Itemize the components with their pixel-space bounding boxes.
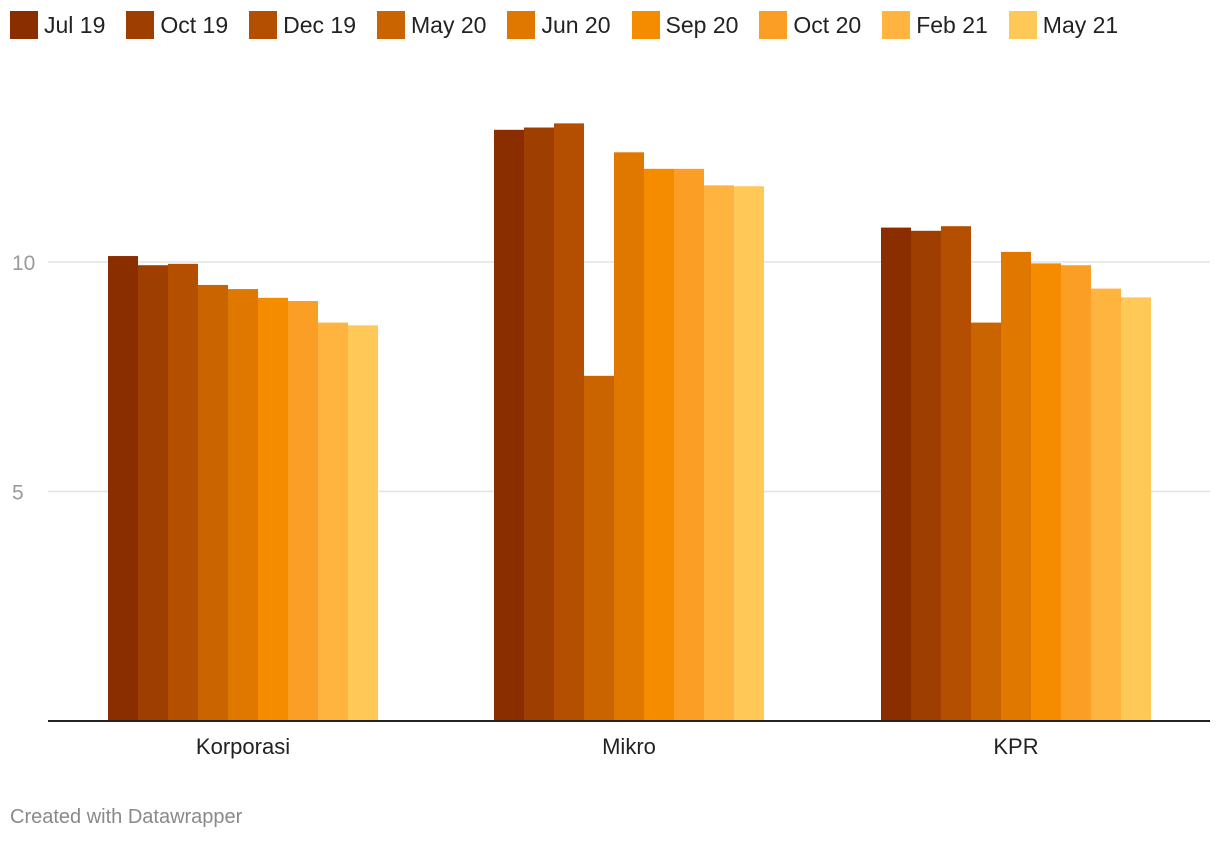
bar [1061,265,1091,721]
bar-chart: 5 10 Korporasi Mikro KPR [12,123,1210,759]
x-tick-label: KPR [993,734,1038,759]
legend-label: Sep 20 [665,12,739,38]
footer-credit: Created with Datawrapper [10,806,243,828]
bar [674,168,704,721]
bar [734,186,764,721]
x-tick-label: Mikro [602,734,656,759]
legend-label: Oct 19 [160,12,229,38]
bar [288,301,318,721]
legend-label: Feb 21 [916,12,988,38]
bar [1001,251,1031,722]
bar [911,230,941,721]
bar [228,289,258,721]
legend-item: Sep 20 [631,11,739,39]
bar [348,325,378,721]
legend-swatch [631,11,660,39]
bar [1091,288,1121,721]
legend-label: Dec 19 [283,12,357,38]
x-tick-label: Korporasi [196,734,290,759]
bar [1031,263,1061,721]
bar [554,123,584,721]
legend-item: Oct 20 [759,11,861,39]
legend-label: May 20 [411,12,487,38]
legend-item: Jun 20 [507,11,611,39]
bar [644,168,674,721]
legend-item: Jul 19 [10,11,105,39]
legend-swatch [1008,11,1037,39]
bar [524,127,554,721]
legend-swatch [507,11,536,39]
bar [614,152,644,721]
bar [941,226,971,721]
bar [138,265,168,721]
legend-label: May 21 [1042,12,1119,38]
y-tick-label: 5 [12,482,24,505]
bar [1121,297,1151,721]
legend-swatch [10,11,38,39]
legend-item: Dec 19 [249,11,356,39]
bar [258,297,288,721]
bar [318,322,348,721]
legend-swatch [126,11,155,39]
legend-item: Feb 21 [882,11,988,39]
bar [881,227,911,721]
legend-item: May 21 [1008,11,1119,39]
legend-swatch [377,11,406,39]
legend-swatch [249,11,278,39]
legend-label: Jul 19 [44,12,106,38]
y-tick-label: 10 [12,252,35,275]
legend-label: Oct 20 [793,12,862,38]
bar [971,322,1001,721]
legend-item: May 20 [377,11,486,39]
legend: Jul 19 Oct 19 Dec 19 May 20 Jun 20 Sep 20 Oct … [10,11,1139,39]
bar [584,375,614,721]
legend-label: Jun 20 [541,12,611,38]
bar [168,263,198,721]
legend-item: Oct 19 [126,11,228,39]
bar [198,284,228,721]
legend-swatch [882,11,911,39]
bar [108,256,138,721]
legend-swatch [759,11,788,39]
bar [494,129,524,722]
bar [704,185,734,722]
